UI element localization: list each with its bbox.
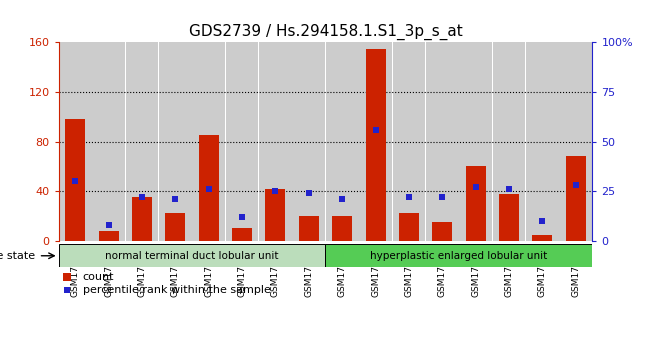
Title: GDS2739 / Hs.294158.1.S1_3p_s_at: GDS2739 / Hs.294158.1.S1_3p_s_at bbox=[189, 23, 462, 40]
Bar bbox=[460, 42, 492, 241]
Bar bbox=[59, 42, 92, 241]
Text: count: count bbox=[83, 272, 114, 282]
Bar bbox=[426, 42, 458, 241]
Text: normal terminal duct lobular unit: normal terminal duct lobular unit bbox=[105, 251, 279, 261]
Bar bbox=[299, 216, 319, 241]
Bar bbox=[65, 119, 85, 241]
Bar bbox=[533, 234, 552, 241]
Bar bbox=[399, 213, 419, 241]
Bar bbox=[259, 42, 292, 241]
Bar bbox=[266, 189, 285, 241]
Text: disease state: disease state bbox=[0, 251, 35, 261]
Bar bbox=[92, 42, 125, 241]
Bar bbox=[559, 42, 592, 241]
Bar bbox=[365, 48, 385, 241]
Bar bbox=[126, 42, 158, 241]
FancyBboxPatch shape bbox=[59, 244, 326, 267]
Bar bbox=[232, 228, 252, 241]
Bar bbox=[132, 198, 152, 241]
Bar bbox=[566, 156, 586, 241]
Bar bbox=[326, 42, 359, 241]
Bar bbox=[526, 42, 559, 241]
Bar bbox=[193, 42, 225, 241]
Bar bbox=[493, 42, 525, 241]
Bar bbox=[226, 42, 258, 241]
Bar bbox=[99, 231, 118, 241]
Bar bbox=[499, 194, 519, 241]
Bar bbox=[292, 42, 325, 241]
Text: percentile rank within the sample: percentile rank within the sample bbox=[83, 285, 270, 295]
FancyBboxPatch shape bbox=[326, 244, 592, 267]
Bar bbox=[359, 42, 392, 241]
Bar bbox=[159, 42, 191, 241]
Bar bbox=[393, 42, 425, 241]
Bar bbox=[432, 222, 452, 241]
Bar bbox=[332, 216, 352, 241]
Bar bbox=[165, 213, 186, 241]
Bar bbox=[199, 135, 219, 241]
Text: hyperplastic enlarged lobular unit: hyperplastic enlarged lobular unit bbox=[370, 251, 547, 261]
Bar bbox=[465, 166, 486, 241]
